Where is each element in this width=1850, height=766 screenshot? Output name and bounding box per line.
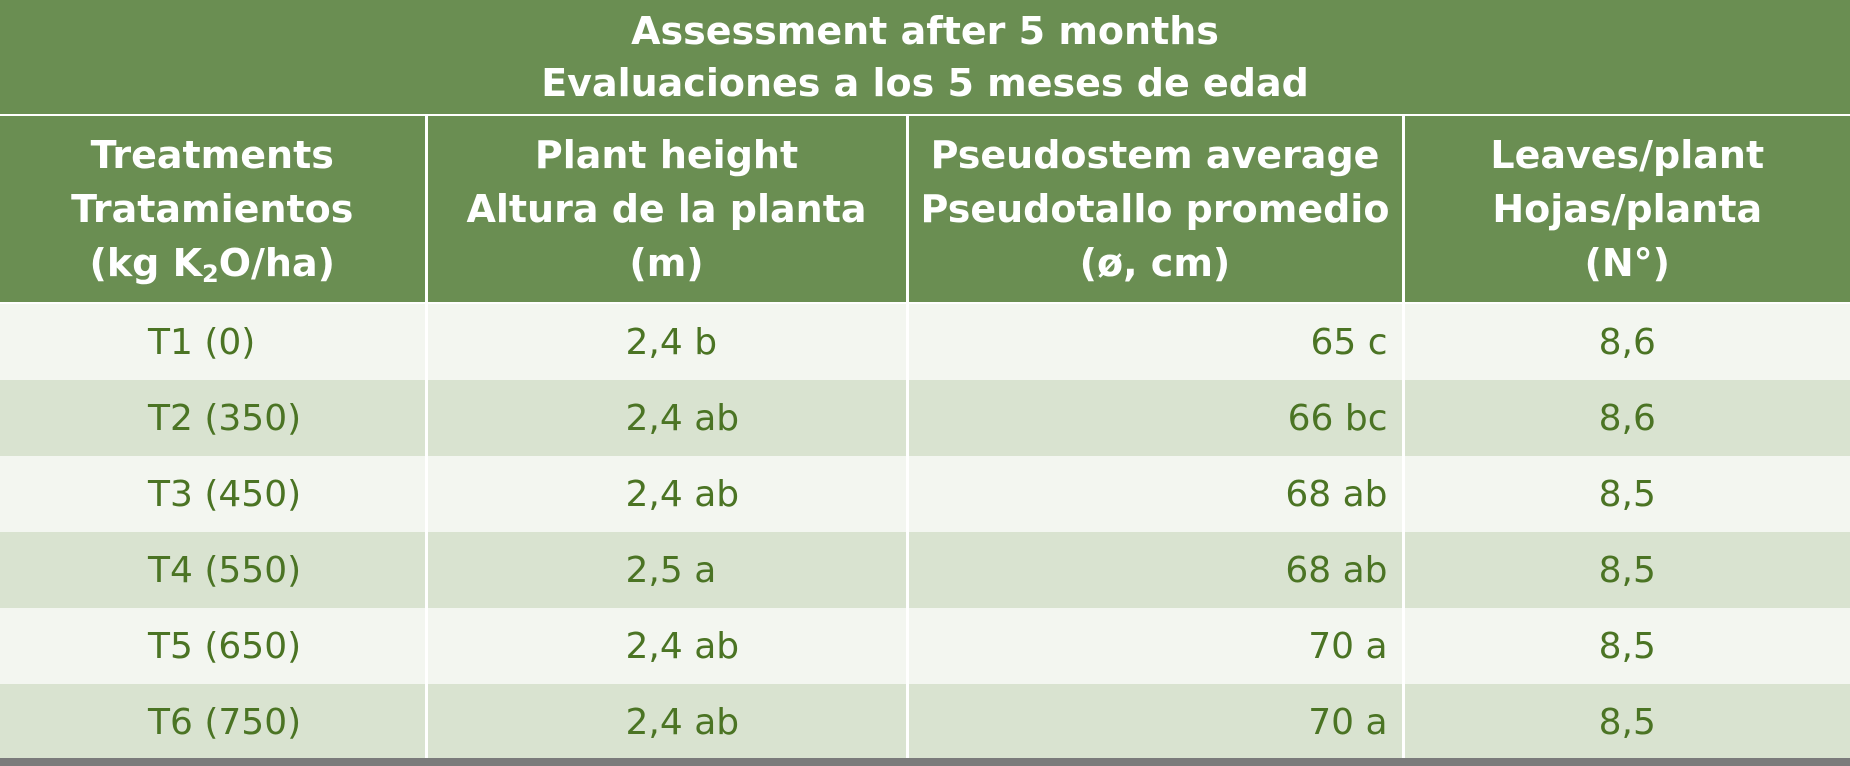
table-row: T4 (550) 2,5 a 68 ab 8,5 — [0, 532, 1850, 608]
table-title-row: Assessment after 5 months Evaluaciones a… — [0, 0, 1850, 116]
cell-treatment: T3 (450) — [0, 456, 426, 532]
header-pseudostem: Pseudostem average Pseudotallo promedio … — [905, 115, 1403, 304]
header-leaves: Leaves/plant Hojas/planta (N°) — [1401, 115, 1850, 304]
header-leaves-en: Leaves/plant — [1490, 133, 1765, 177]
cell-leaves: 8,5 — [1401, 532, 1850, 608]
column-header-row: Treatments Tratamientos (kg K2O/ha) Plan… — [0, 115, 1850, 304]
cell-pseudostem: 68 ab — [905, 456, 1403, 532]
table-row: T5 (650) 2,4 ab 70 a 8,5 — [0, 608, 1850, 684]
table-row: T2 (350) 2,4 ab 66 bc 8,6 — [0, 380, 1850, 456]
cell-treatment: T1 (0) — [0, 303, 426, 380]
cell-leaves: 8,6 — [1401, 380, 1850, 456]
cell-leaves: 8,5 — [1401, 456, 1850, 532]
header-plant-height-unit: (m) — [629, 241, 704, 285]
table-row: T1 (0) 2,4 b 65 c 8,6 — [0, 303, 1850, 380]
cell-plant-height: 2,4 ab — [424, 608, 907, 684]
cell-pseudostem: 68 ab — [905, 532, 1403, 608]
cell-plant-height: 2,4 ab — [424, 380, 907, 456]
bottom-rule — [0, 758, 1850, 766]
cell-treatment: T5 (650) — [0, 608, 426, 684]
table-title-en: Assessment after 5 months — [631, 9, 1219, 53]
cell-treatment: T6 (750) — [0, 684, 426, 760]
cell-leaves: 8,6 — [1401, 303, 1850, 380]
table-title: Assessment after 5 months Evaluaciones a… — [0, 0, 1850, 116]
cell-plant-height: 2,4 b — [424, 303, 907, 380]
cell-leaves: 8,5 — [1401, 608, 1850, 684]
cell-plant-height: 2,5 a — [424, 532, 907, 608]
table-row: T3 (450) 2,4 ab 68 ab 8,5 — [0, 456, 1850, 532]
header-pseudostem-unit: (ø, cm) — [1079, 241, 1231, 285]
header-treatments: Treatments Tratamientos (kg K2O/ha) — [0, 115, 426, 304]
header-pseudostem-en: Pseudostem average — [930, 133, 1380, 177]
cell-plant-height: 2,4 ab — [424, 684, 907, 760]
cell-pseudostem: 70 a — [905, 684, 1403, 760]
header-plant-height: Plant height Altura de la planta (m) — [424, 115, 907, 304]
cell-leaves: 8,5 — [1401, 684, 1850, 760]
header-treatments-unit: (kg K2O/ha) — [89, 241, 335, 288]
cell-treatment: T4 (550) — [0, 532, 426, 608]
cell-pseudostem: 70 a — [905, 608, 1403, 684]
table-row: T6 (750) 2,4 ab 70 a 8,5 — [0, 684, 1850, 760]
table-body: T1 (0) 2,4 b 65 c 8,6 T2 (350) 2,4 ab 66… — [0, 303, 1850, 760]
header-plant-height-es: Altura de la planta — [466, 187, 867, 231]
header-leaves-unit: (N°) — [1584, 241, 1671, 285]
cell-pseudostem: 66 bc — [905, 380, 1403, 456]
cell-pseudostem: 65 c — [905, 303, 1403, 380]
table-title-es: Evaluaciones a los 5 meses de edad — [541, 61, 1309, 105]
cell-treatment: T2 (350) — [0, 380, 426, 456]
header-pseudostem-es: Pseudotallo promedio — [920, 187, 1390, 231]
header-plant-height-en: Plant height — [534, 133, 799, 177]
header-leaves-es: Hojas/planta — [1492, 187, 1763, 231]
header-treatments-es: Tratamientos — [71, 187, 354, 231]
header-treatments-en: Treatments — [90, 133, 334, 177]
cell-plant-height: 2,4 ab — [424, 456, 907, 532]
